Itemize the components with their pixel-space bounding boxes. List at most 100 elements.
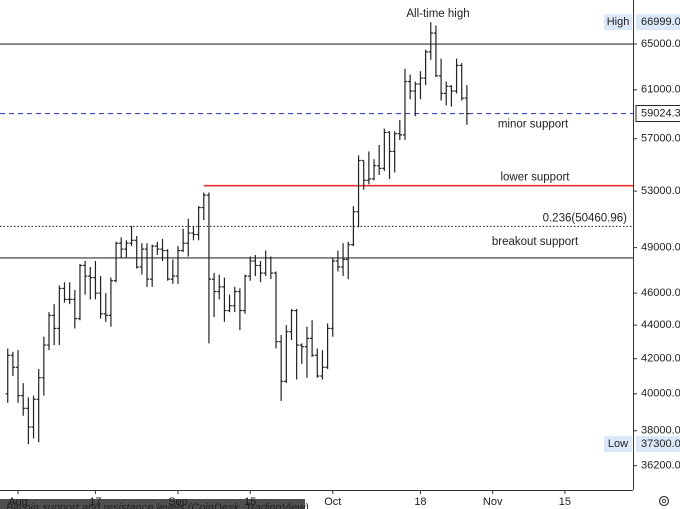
ohlc-bar bbox=[258, 260, 263, 283]
marker-value-box bbox=[635, 105, 680, 123]
ohlc-bar bbox=[464, 85, 470, 125]
level-label: breakout support bbox=[492, 236, 579, 248]
caption-box bbox=[0, 499, 305, 509]
x-tick-label: Oct bbox=[324, 496, 341, 508]
ohlc-bar bbox=[139, 243, 145, 275]
ohlc-bar bbox=[26, 397, 31, 445]
ohlc-bar bbox=[88, 266, 93, 300]
marker-value: 66999.00 bbox=[641, 16, 680, 28]
ohlc-bar bbox=[196, 206, 201, 241]
ohlc-bar bbox=[124, 240, 129, 258]
y-tick-label: 38000.00 bbox=[641, 425, 680, 437]
ohlc-bar bbox=[77, 263, 83, 321]
ohlc-bar bbox=[206, 192, 212, 344]
marker-name: Low bbox=[608, 438, 628, 450]
ohlc-bar bbox=[211, 273, 217, 318]
ohlc-bar bbox=[222, 277, 227, 322]
ohlc-bar bbox=[454, 58, 459, 94]
ohlc-bar bbox=[46, 312, 52, 351]
ohlc-bar bbox=[41, 336, 47, 396]
y-tick-label: 42000.00 bbox=[641, 353, 680, 365]
ohlc-bar bbox=[5, 348, 10, 403]
ohlc-bar bbox=[284, 325, 289, 384]
ohlc-bar bbox=[351, 206, 356, 247]
marker-name-box bbox=[604, 14, 632, 31]
ohlc-bar bbox=[278, 335, 284, 402]
ohlc-bar bbox=[186, 218, 191, 257]
ohlc-bar bbox=[57, 285, 62, 346]
ohlc-bar bbox=[449, 85, 454, 107]
ohlc-bar bbox=[418, 71, 423, 100]
ohlc-bar bbox=[294, 308, 299, 380]
y-tick-label: 65000.00 bbox=[641, 38, 680, 50]
marker-value-box bbox=[636, 436, 680, 453]
ohlc-bar bbox=[227, 294, 232, 313]
ohlc-bar bbox=[299, 343, 304, 364]
gear-hub[interactable] bbox=[661, 498, 667, 504]
ohlc-bar bbox=[237, 288, 243, 331]
ohlc-bar bbox=[248, 256, 253, 281]
y-tick-label: 61000.00 bbox=[641, 84, 680, 96]
ohlc-bar bbox=[366, 151, 372, 185]
ohlc-bar bbox=[149, 244, 155, 287]
ohlc-bar bbox=[289, 308, 294, 341]
ohlc-bar bbox=[134, 235, 139, 269]
ohlc-bar bbox=[36, 369, 41, 443]
ohlc-bar bbox=[382, 128, 387, 171]
ohlc-bar bbox=[433, 25, 439, 77]
ohlc-bar bbox=[175, 246, 181, 284]
ohlc-bar bbox=[371, 159, 377, 181]
marker-value-box bbox=[636, 14, 680, 31]
marker-value: 37300.00 bbox=[641, 438, 680, 450]
ohlc-bar bbox=[232, 286, 237, 313]
ohlc-bar bbox=[304, 326, 310, 378]
ohlc-bar bbox=[103, 293, 108, 322]
ohlc-bar bbox=[15, 350, 21, 403]
x-tick-label: Nov bbox=[483, 496, 503, 508]
ohlc-bar bbox=[242, 274, 248, 314]
y-tick-label: 36200.00 bbox=[641, 460, 680, 472]
ohlc-bar bbox=[335, 250, 341, 272]
ohlc-bar bbox=[93, 260, 98, 300]
marker-value: 59024.37 bbox=[641, 107, 680, 119]
marker-name: High bbox=[607, 16, 630, 28]
ohlc-bar bbox=[376, 145, 382, 175]
level-label: lower support bbox=[500, 172, 570, 184]
ohlc-bar bbox=[325, 323, 330, 370]
ohlc-bar bbox=[82, 260, 88, 295]
caption: Bitcoin support and resistance levels (C… bbox=[6, 502, 309, 509]
ohlc-bar bbox=[340, 243, 346, 277]
ohlc-bar bbox=[72, 290, 78, 329]
y-tick-label: 46000.00 bbox=[641, 287, 680, 299]
y-tick-label: 57000.00 bbox=[641, 133, 680, 145]
ohlc-bar bbox=[170, 259, 176, 284]
ohlc-bar bbox=[31, 395, 36, 439]
ohlc-bar bbox=[320, 350, 325, 380]
ohlc-bar bbox=[361, 159, 366, 190]
ohlc-bar bbox=[180, 228, 186, 253]
level-label: 0.236(50460.96) bbox=[543, 212, 628, 224]
x-tick-label: 18 bbox=[414, 496, 426, 508]
ohlc-bar bbox=[356, 155, 361, 228]
ohlc-bar bbox=[108, 277, 114, 327]
ohlc-bar bbox=[428, 22, 433, 60]
ohlc-bar bbox=[330, 257, 335, 337]
ohlc-bar bbox=[144, 243, 150, 287]
ohlc-bar bbox=[268, 256, 274, 280]
ohlc-bar bbox=[413, 81, 418, 117]
gear[interactable] bbox=[658, 495, 670, 507]
ohlc-bar bbox=[387, 131, 392, 179]
ohlc-bar bbox=[67, 282, 72, 305]
ohlc-bar bbox=[21, 383, 26, 416]
ohlc-bar bbox=[444, 81, 449, 106]
level-label: minor support bbox=[498, 119, 569, 131]
ohlc-bar bbox=[165, 249, 170, 281]
settings-icon[interactable] bbox=[658, 495, 670, 507]
ohlc-bar bbox=[113, 241, 119, 283]
y-tick-label: 49000.00 bbox=[641, 242, 680, 254]
y-tick-label: 53000.00 bbox=[641, 185, 680, 197]
ohlc-bar bbox=[160, 238, 165, 261]
